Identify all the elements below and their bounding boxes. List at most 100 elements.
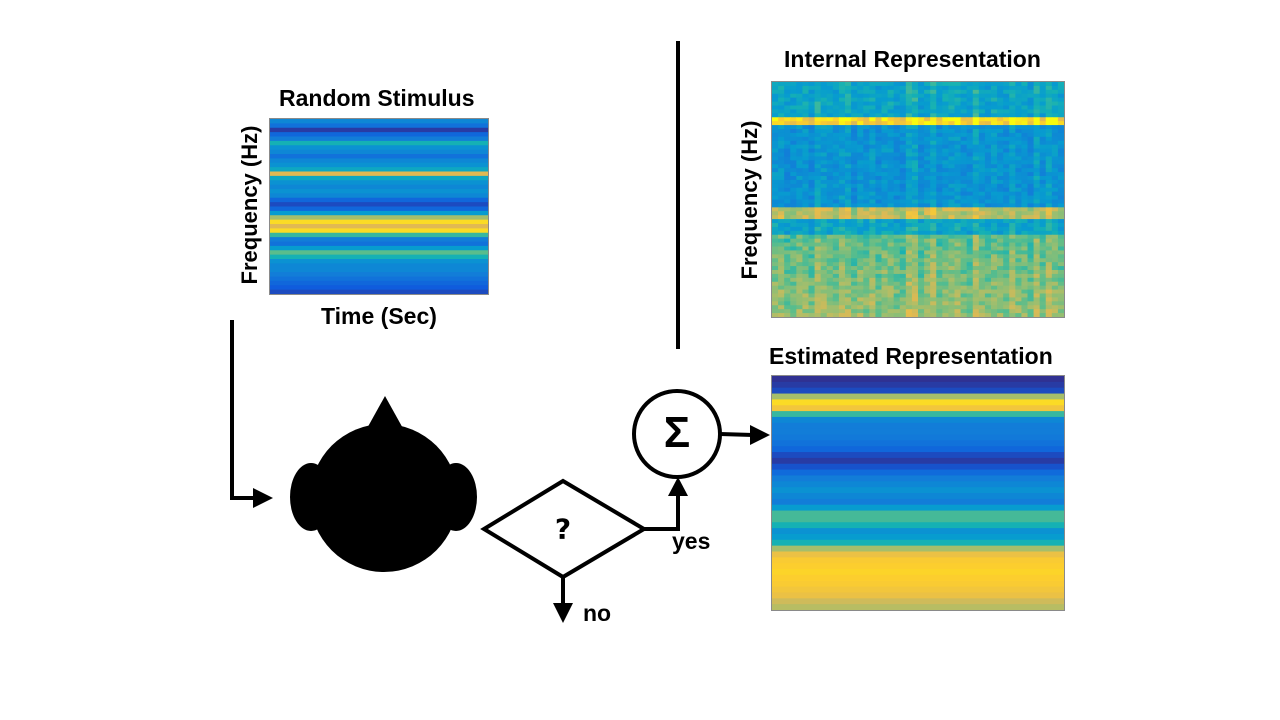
internal-representation-cell <box>778 254 785 259</box>
internal-representation-cell <box>845 226 852 232</box>
internal-representation-cell <box>832 152 840 158</box>
internal-representation-cell <box>918 85 925 91</box>
internal-representation-cell <box>820 250 828 255</box>
internal-representation-cell <box>936 113 943 118</box>
internal-representation-cell <box>1039 191 1047 197</box>
internal-representation-cell <box>802 285 810 291</box>
internal-representation-cell <box>978 223 986 228</box>
internal-representation-cell <box>942 226 950 232</box>
internal-representation-cell <box>845 93 852 99</box>
internal-representation-cell <box>1033 250 1041 255</box>
internal-representation-cell <box>899 168 907 173</box>
internal-representation-cell <box>1015 254 1023 259</box>
internal-representation-cell <box>978 148 986 154</box>
internal-representation-cell <box>838 242 846 248</box>
internal-representation-cell <box>954 301 962 306</box>
internal-representation-cell <box>881 195 889 201</box>
internal-representation-cell <box>820 132 828 138</box>
internal-representation-cell <box>808 289 816 295</box>
internal-representation-cell <box>1051 132 1059 138</box>
internal-representation-cell <box>905 191 913 197</box>
internal-representation-cell <box>911 132 919 138</box>
internal-representation-cell <box>869 93 877 99</box>
internal-representation-cell <box>1015 215 1023 220</box>
internal-representation-cell <box>984 148 992 154</box>
internal-representation-cell <box>802 191 810 197</box>
internal-representation-cell <box>893 277 901 283</box>
internal-representation-cell <box>918 136 925 142</box>
internal-representation-cell <box>772 148 779 154</box>
internal-representation-cell <box>924 309 931 314</box>
internal-representation-cell <box>1009 140 1016 146</box>
internal-representation-cell <box>802 105 810 111</box>
internal-representation-cell <box>966 168 974 173</box>
internal-representation-cell <box>960 172 968 177</box>
internal-representation-cell <box>875 203 883 208</box>
internal-representation-cell <box>887 254 895 259</box>
internal-representation-cell <box>918 113 925 118</box>
internal-representation-cell <box>978 152 986 158</box>
internal-representation-cell <box>1021 113 1029 118</box>
internal-representation-cell <box>966 250 974 255</box>
internal-representation-cell <box>1027 203 1035 208</box>
internal-representation-cell <box>978 273 986 279</box>
internal-representation-cell <box>1033 156 1041 161</box>
internal-representation-cell <box>808 270 816 275</box>
internal-representation-cell <box>1021 164 1029 169</box>
internal-representation-cell <box>875 113 883 118</box>
internal-representation-cell <box>924 313 931 317</box>
internal-representation-cell <box>845 129 852 134</box>
internal-representation-cell <box>1009 238 1016 244</box>
internal-representation-cell <box>984 301 992 306</box>
internal-representation-cell <box>887 313 895 317</box>
internal-representation-cell <box>1045 187 1053 193</box>
internal-representation-cell <box>778 223 785 228</box>
estimated-representation-band <box>772 551 1064 558</box>
internal-representation-cell <box>1039 254 1047 259</box>
internal-representation-cell <box>863 156 870 161</box>
estimated-representation-band <box>772 598 1064 605</box>
internal-representation-cell <box>972 144 980 150</box>
internal-representation-cell <box>851 132 858 138</box>
internal-representation-cell <box>984 230 992 236</box>
internal-representation-cell <box>942 277 950 283</box>
internal-representation-cell <box>1027 285 1035 291</box>
internal-representation-cell <box>1045 85 1053 91</box>
random-stimulus-band <box>270 228 488 234</box>
internal-representation-cell <box>954 117 962 122</box>
internal-representation-cell <box>887 117 895 122</box>
internal-representation-cell <box>1045 113 1053 118</box>
internal-representation-cell <box>966 179 974 185</box>
internal-representation-cell <box>808 156 816 161</box>
internal-representation-cell <box>1045 132 1053 138</box>
internal-representation-cell <box>887 223 895 228</box>
internal-representation-cell <box>1009 156 1016 161</box>
internal-representation-cell <box>1051 207 1059 212</box>
internal-representation-cell <box>778 93 785 99</box>
internal-representation-cell <box>1039 136 1047 142</box>
internal-representation-cell <box>948 258 956 263</box>
internal-representation-cell <box>1045 230 1053 236</box>
internal-representation-cell <box>954 285 962 291</box>
internal-representation-cell <box>790 250 797 255</box>
internal-representation-cell <box>954 305 962 310</box>
internal-representation-cell <box>778 301 785 306</box>
internal-representation-cell <box>838 301 846 306</box>
internal-representation-cell <box>881 293 889 299</box>
internal-representation-cell <box>1045 301 1053 306</box>
internal-representation-cell <box>887 281 895 287</box>
internal-representation-cell <box>869 215 877 220</box>
internal-representation-cell <box>869 262 877 267</box>
internal-representation-cell <box>1021 270 1029 275</box>
internal-representation-cell <box>881 121 889 126</box>
internal-representation-cell <box>918 117 925 122</box>
internal-representation-cell <box>857 226 864 232</box>
internal-representation-cell <box>826 309 834 314</box>
internal-representation-cell <box>936 215 943 220</box>
internal-representation-cell <box>948 125 956 130</box>
internal-representation-cell <box>808 277 816 283</box>
internal-representation-cell <box>1021 266 1029 271</box>
internal-representation-cell <box>802 195 810 201</box>
internal-representation-cell <box>942 164 950 169</box>
internal-representation-cell <box>978 293 986 299</box>
